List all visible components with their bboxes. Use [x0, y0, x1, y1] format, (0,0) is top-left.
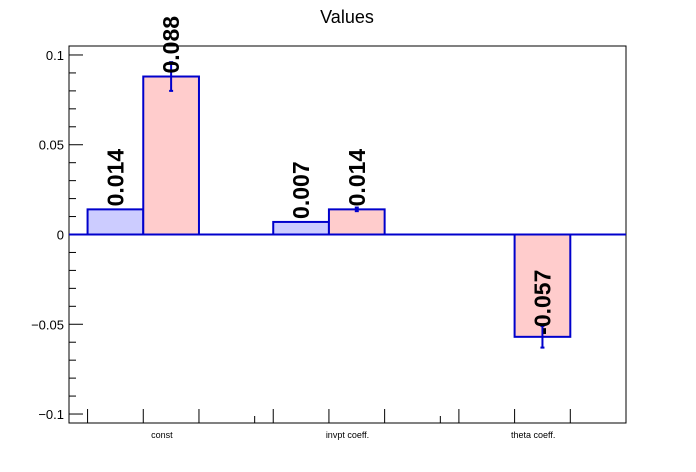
x-category-label: invpt coeff.	[326, 430, 369, 440]
data-label: 0.014	[102, 149, 128, 207]
error-bars	[169, 61, 545, 349]
bar	[327, 208, 386, 236]
y-tick-label: 0.05	[39, 138, 64, 153]
y-tick-label: −0.05	[31, 317, 64, 332]
x-axis: const invpt coeff. theta coeff.	[87, 409, 627, 440]
chart-title: Values	[320, 7, 374, 27]
data-label: 0.007	[288, 161, 314, 219]
data-labels: 0.014 0.007 0.088 0.014 -0.057	[102, 16, 555, 335]
y-axis: 0.1 0.05 0 −0.05 −0.1	[31, 48, 83, 422]
bars	[86, 75, 572, 338]
data-label: -0.057	[529, 270, 555, 335]
y-tick-label: 0.1	[46, 48, 64, 63]
y-tick-label: 0	[57, 228, 64, 243]
x-category-label: const	[151, 430, 173, 440]
data-label: 0.088	[158, 16, 184, 74]
bar	[86, 208, 145, 236]
data-label: 0.014	[344, 149, 370, 207]
x-category-label: theta coeff.	[511, 430, 555, 440]
bar	[142, 75, 200, 236]
y-tick-label: −0.1	[38, 407, 64, 422]
bar	[272, 220, 330, 236]
